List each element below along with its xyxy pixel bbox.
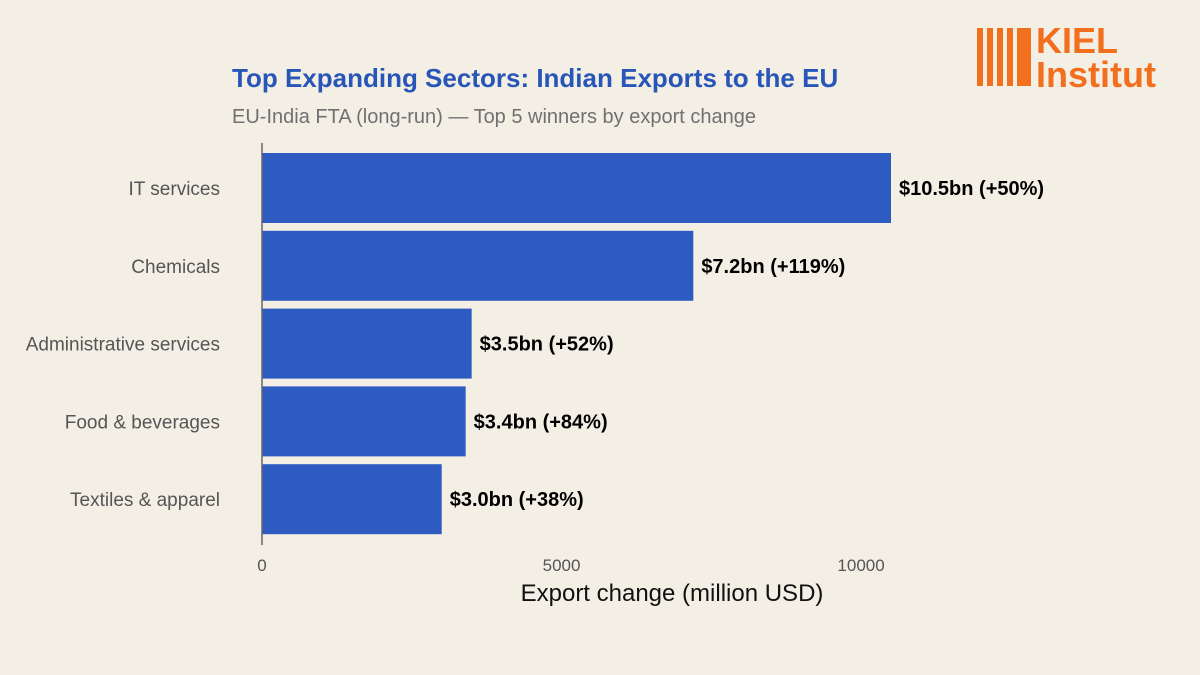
- logo-bar: [1007, 28, 1013, 86]
- bar: [262, 230, 694, 301]
- data-label: $3.0bn (+38%): [450, 489, 584, 511]
- data-labels: $10.5bn (+50%) $7.2bn (+119%) $3.5bn (+52%…: [450, 178, 1044, 511]
- category-label: Chemicals: [131, 257, 220, 278]
- logo-bar: [987, 28, 993, 86]
- data-label: $10.5bn (+50%): [899, 178, 1044, 200]
- category-labels: IT services Chemicals Administrative servi…: [26, 179, 220, 511]
- x-tick-label: 5000: [543, 556, 581, 575]
- data-label: $3.4bn (+84%): [474, 411, 608, 433]
- data-label: $3.5bn (+52%): [480, 334, 614, 356]
- x-tick-labels: 0 5000 10000: [257, 556, 884, 575]
- chart-subtitle: EU-India FTA (long-run) — Top 5 winners …: [232, 106, 756, 128]
- kiel-institut-logo: KIEL Institut: [977, 20, 1156, 95]
- x-axis-label: Export change (million USD): [521, 580, 824, 607]
- x-tick-label: 10000: [837, 556, 884, 575]
- logo-block: [1017, 28, 1031, 86]
- bar: [262, 153, 891, 223]
- logo-bar: [977, 28, 983, 86]
- bar: [262, 386, 466, 457]
- x-tick-label: 0: [257, 556, 266, 575]
- category-label: Administrative services: [26, 335, 220, 356]
- bars-group: [262, 153, 891, 535]
- logo-text-institut: Institut: [1036, 54, 1156, 95]
- bar: [262, 308, 472, 379]
- category-label: Food & beverages: [65, 412, 220, 433]
- logo-text-kiel: KIEL: [1036, 20, 1118, 61]
- category-label: IT services: [128, 179, 220, 200]
- data-label: $7.2bn (+119%): [701, 256, 845, 278]
- bar: [262, 464, 442, 535]
- kiel-bars-logo-icon: [977, 28, 1031, 86]
- chart-title: Top Expanding Sectors: Indian Exports to…: [232, 63, 838, 93]
- logo-bar: [997, 28, 1003, 86]
- category-label: Textiles & apparel: [70, 490, 220, 511]
